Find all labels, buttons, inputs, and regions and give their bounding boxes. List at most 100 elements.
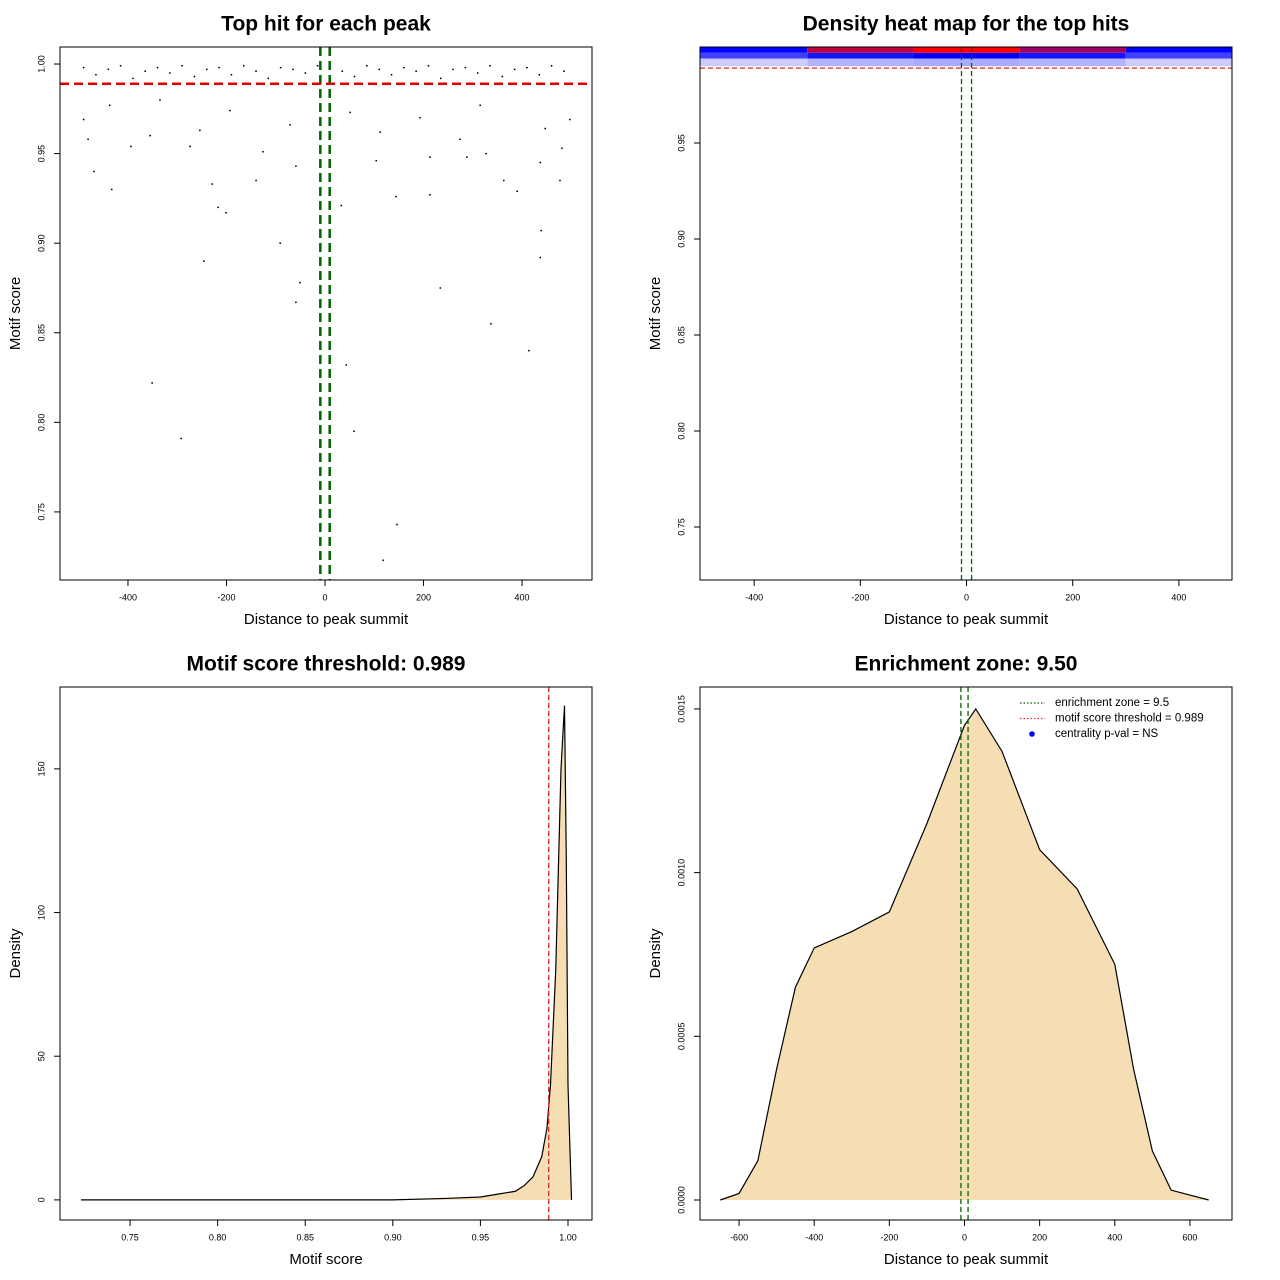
point (132, 77, 134, 80)
y-tick-label: 0 (36, 1197, 46, 1202)
point (230, 73, 233, 76)
density-line (81, 705, 573, 1201)
point (159, 98, 161, 101)
point (539, 161, 542, 164)
y-tick-label: 0.80 (676, 422, 686, 440)
heat-cell (913, 58, 1020, 67)
panel: Density heat map for the top hits Distanc… (647, 13, 1233, 628)
point (526, 66, 528, 69)
density-area (81, 705, 572, 1200)
x-axis-label: Motif score (289, 1251, 362, 1268)
heat-cell (700, 58, 808, 67)
point (353, 75, 356, 78)
point (485, 152, 487, 155)
x-axis-label: Distance to peak summit (244, 611, 409, 628)
point (168, 72, 171, 74)
y-tick-label: 0.85 (36, 324, 46, 342)
point (225, 211, 227, 214)
point (119, 64, 122, 67)
legend-label: motif score threshold = 0.989 (1055, 713, 1204, 725)
point (489, 64, 491, 67)
point (396, 523, 398, 526)
point (379, 131, 382, 134)
point (107, 68, 110, 71)
y-axis-label: Motif score (647, 277, 664, 350)
y-tick-label: 0.95 (676, 134, 686, 152)
point (242, 64, 245, 67)
point (340, 204, 343, 207)
legend-label: centrality p-val = NS (1055, 728, 1159, 740)
point (229, 109, 231, 112)
x-tick-label: 0.85 (296, 1232, 314, 1242)
x-tick-label: 400 (515, 592, 530, 602)
point (540, 229, 543, 232)
x-tick-label: -400 (745, 592, 763, 602)
heat-cell (913, 52, 1020, 59)
legend-symbol (1029, 731, 1035, 737)
point (390, 73, 393, 76)
panel: Top hit for each peak Distance to peak su… (7, 13, 593, 628)
point (144, 70, 147, 73)
point (189, 145, 191, 148)
heat-cell (807, 47, 914, 53)
y-tick-label: 0.90 (36, 234, 46, 252)
point (452, 68, 454, 71)
heat-cell (1019, 47, 1126, 53)
heat-cell (1125, 58, 1232, 67)
point (279, 242, 282, 245)
y-tick-label: 0.75 (676, 518, 686, 536)
heat-cell (700, 52, 808, 59)
y-axis-label: Density (647, 928, 664, 979)
y-tick-label: 150 (36, 761, 46, 776)
point (439, 77, 442, 80)
point (181, 64, 184, 67)
x-tick-label: -400 (805, 1232, 823, 1242)
plot-area (720, 687, 1209, 1220)
point (382, 559, 385, 562)
point (365, 64, 368, 67)
point (395, 195, 397, 198)
point (479, 104, 482, 107)
y-tick-label: 0.75 (36, 503, 46, 521)
point (502, 179, 505, 182)
point (563, 70, 565, 73)
x-tick-label: -200 (880, 1232, 898, 1242)
point (211, 183, 214, 185)
x-tick-label: 0 (323, 592, 328, 602)
panel: Enrichment zone: 9.50 Distance to peak su… (647, 653, 1233, 1268)
chart-title: Density heat map for the top hits (803, 13, 1130, 36)
density-line (720, 707, 1209, 1201)
point (298, 281, 301, 284)
point (402, 66, 405, 69)
x-tick-label: -600 (730, 1232, 748, 1242)
point (156, 66, 159, 69)
point (550, 64, 553, 67)
point (561, 147, 563, 150)
chart-title: Enrichment zone: 9.50 (855, 653, 1078, 676)
x-tick-label: 0.80 (209, 1232, 227, 1242)
y-axis-label: Motif score (7, 277, 24, 350)
x-tick-label: 400 (1107, 1232, 1122, 1242)
panel: Motif score threshold: 0.989 Motif score D… (7, 653, 593, 1268)
point (345, 364, 348, 366)
point (255, 70, 257, 73)
legend-label: enrichment zone = 9.5 (1055, 697, 1169, 709)
point (149, 134, 152, 137)
point (341, 70, 344, 73)
point (459, 138, 461, 141)
x-tick-label: 200 (416, 592, 431, 602)
point (490, 322, 492, 325)
point (180, 437, 183, 440)
plot-area (700, 47, 1232, 580)
x-tick-label: 0 (964, 592, 969, 602)
x-tick-label: 200 (1032, 1232, 1047, 1242)
y-tick-label: 0.0015 (676, 695, 686, 723)
point (82, 66, 85, 69)
point (349, 111, 352, 114)
heat-cell (807, 52, 914, 59)
x-tick-label: 0.90 (384, 1232, 402, 1242)
y-tick-label: 0.0000 (676, 1186, 686, 1214)
point (202, 260, 205, 262)
plot-area (81, 687, 573, 1220)
y-tick-label: 50 (36, 1051, 46, 1061)
